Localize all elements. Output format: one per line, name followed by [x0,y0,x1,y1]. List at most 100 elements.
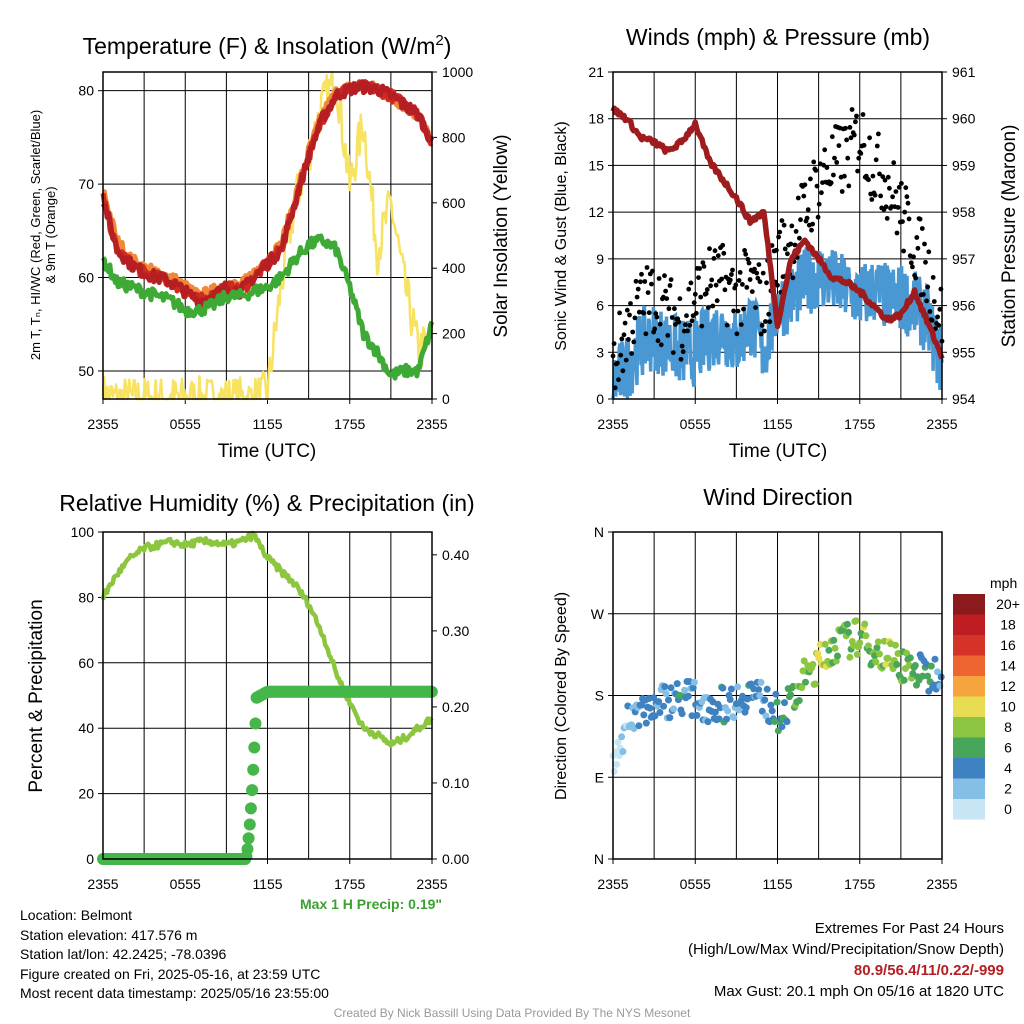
direction-point [642,719,650,727]
direction-point [758,707,766,715]
gust-point [719,276,724,282]
gust-point [872,192,878,198]
direction-point [666,714,674,722]
direction-point [853,650,861,658]
y-tick-label: 50 [78,363,94,379]
y-tick-label: 15 [588,157,604,173]
gust-point [731,308,736,314]
direction-point [802,678,809,686]
gust-point [924,298,929,304]
title-part: Temperature (F) & Insolation (W/m [83,33,436,59]
gust-point [878,193,883,199]
y-tick-label: 0 [86,851,94,867]
y-tick-label: E [595,769,604,785]
gust-point [708,283,713,289]
y-right-tick-label: 600 [442,195,466,211]
gust-point [735,308,741,314]
gust-point [721,250,727,256]
gust-point [815,214,821,220]
gust-point [798,217,803,223]
gust-point [692,291,698,297]
gust-point [657,321,663,327]
gust-point [633,278,639,284]
rh-series-line [100,530,434,748]
gust-point [618,352,624,358]
x-tick-label: 1755 [334,876,365,892]
y-right-tick-label: 0 [442,391,450,407]
legend-level-label: 2 [1004,781,1012,797]
legend-swatch [953,758,985,779]
gust-point [874,143,880,149]
direction-point [763,685,771,693]
direction-point [735,706,743,714]
gust-point [667,283,673,288]
gust-point [644,265,650,270]
gust-point [869,197,875,202]
direction-point [734,683,742,691]
direction-point [798,684,806,691]
direction-point [931,655,939,663]
legend-swatch [953,799,985,820]
direction-point [815,654,823,662]
gust-point [801,193,807,199]
gust-point [755,275,761,281]
direction-point [845,628,853,636]
legend-level-label: 20+ [996,596,1020,612]
gust-point [687,322,693,328]
gust-point [877,171,882,177]
gust-point [645,290,651,295]
gust-point [896,184,902,190]
gust-point [821,162,826,168]
gust-point [742,248,747,253]
direction-point [684,692,692,700]
gust-point [849,107,855,112]
gust-point [634,294,640,300]
dir-chart-title: Wind Direction [703,484,853,510]
direction-point [678,710,686,718]
gust-point [658,342,664,348]
direction-point [795,697,803,704]
x-tick-label: 1755 [844,876,875,892]
gust-point [746,260,752,266]
gust-point [905,200,911,206]
direction-point [834,652,841,660]
gust-point [831,172,836,178]
gust-point [911,254,916,260]
gust-point [709,277,715,283]
gust-point [711,256,717,261]
legend-level-label: 8 [1004,719,1012,735]
gust-point [753,305,758,310]
direction-point [727,685,735,693]
gust-point [715,253,721,259]
gust-point [736,278,742,283]
legend-level-label: 16 [1000,637,1016,653]
gust-point [707,246,712,252]
direction-point [811,680,819,688]
y-right-tick-label: 955 [952,344,976,360]
gust-point [861,142,867,148]
direction-point [789,682,797,690]
temp-y-axis-label: 2m T, Tₙ, HI/WC (Red, Green, Scarlet/Blu… [28,110,43,360]
gust-point [917,216,923,222]
direction-point [862,632,870,640]
gust-point [650,268,655,274]
gust-point [676,319,682,325]
direction-point [723,715,730,723]
gust-point [834,160,840,165]
gust-point [819,190,824,196]
gust-point [900,219,905,225]
direction-point [689,684,697,692]
precip-point [244,802,257,815]
gust-point [809,227,814,233]
direction-point [619,748,627,756]
gust-point [808,176,813,182]
legend-swatch [953,594,985,615]
gust-point [894,230,900,236]
gust-point [887,185,892,191]
direction-point [830,636,838,644]
gust-point [758,331,764,337]
gust-point [929,317,935,323]
extremes-legend: (High/Low/Max Wind/Precipitation/Snow De… [688,941,1004,958]
x-tick-label: 0555 [680,416,711,432]
